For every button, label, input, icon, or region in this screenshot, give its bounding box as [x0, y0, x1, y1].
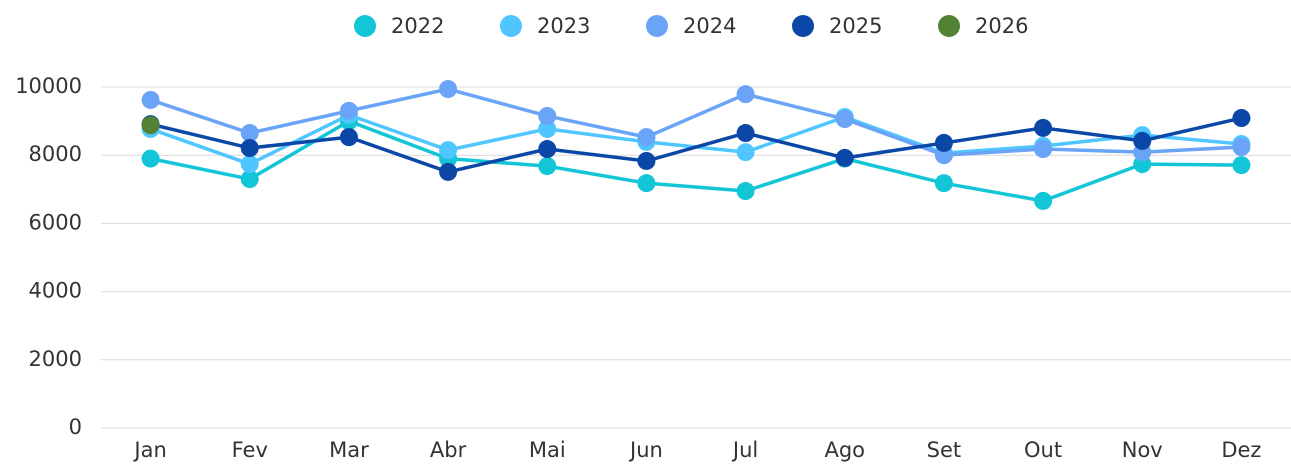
x-tick-label: Abr — [430, 438, 467, 462]
x-tick-label: Set — [927, 438, 961, 462]
legend-label: 2025 — [829, 14, 882, 38]
data-point — [1034, 118, 1053, 137]
y-tick-label: 0 — [69, 415, 82, 439]
legend-marker — [938, 15, 960, 37]
y-tick-label: 8000 — [29, 142, 82, 166]
y-tick-label: 4000 — [29, 279, 82, 303]
x-tick-label: Fev — [232, 438, 268, 462]
series-line — [150, 116, 1242, 174]
data-point — [934, 133, 953, 152]
data-point — [439, 80, 458, 99]
data-point — [736, 85, 755, 104]
legend-label: 2022 — [391, 14, 444, 38]
data-point — [339, 101, 358, 120]
x-tick-label: Jul — [731, 438, 758, 462]
data-point — [439, 162, 458, 181]
legend-label: 2024 — [683, 14, 736, 38]
data-point — [538, 119, 557, 138]
data-point — [637, 151, 656, 170]
data-point — [240, 155, 259, 174]
data-point — [1034, 191, 1053, 210]
legend-label: 2026 — [975, 14, 1028, 38]
data-point — [934, 174, 953, 193]
x-tick-label: Dez — [1221, 438, 1261, 462]
data-point — [1232, 138, 1251, 157]
data-point — [835, 110, 854, 129]
data-point — [141, 90, 160, 109]
legend-marker — [500, 15, 522, 37]
data-point — [339, 128, 358, 147]
series-line — [150, 87, 1242, 157]
data-point — [736, 143, 755, 162]
data-point — [240, 139, 259, 158]
data-point — [736, 182, 755, 201]
data-point — [835, 148, 854, 167]
data-point — [1232, 156, 1251, 175]
x-tick-label: Jun — [628, 438, 663, 462]
data-point — [240, 170, 259, 189]
data-point — [141, 116, 160, 135]
legend-marker — [646, 15, 668, 37]
data-point — [637, 174, 656, 193]
x-tick-label: Out — [1024, 438, 1062, 462]
x-tick-label: Mar — [329, 438, 369, 462]
y-tick-label: 10000 — [15, 74, 82, 98]
data-point — [240, 124, 259, 143]
x-tick-label: Ago — [824, 438, 865, 462]
x-tick-label: Mai — [529, 438, 566, 462]
data-point — [538, 106, 557, 125]
legend-marker — [792, 15, 814, 37]
y-tick-label: 6000 — [29, 210, 82, 234]
series-line — [150, 119, 1242, 203]
data-point — [637, 128, 656, 147]
x-tick-label: Jan — [132, 438, 166, 462]
data-point — [538, 140, 557, 159]
data-point — [439, 141, 458, 160]
data-point — [1034, 140, 1053, 159]
data-point — [538, 157, 557, 176]
data-point — [736, 124, 755, 143]
x-tick-label: Nov — [1122, 438, 1163, 462]
legend-label: 2023 — [537, 14, 590, 38]
legend-marker — [354, 15, 376, 37]
data-point — [1232, 109, 1251, 128]
data-point — [1133, 131, 1152, 150]
data-point — [141, 149, 160, 168]
y-tick-label: 2000 — [29, 347, 82, 371]
